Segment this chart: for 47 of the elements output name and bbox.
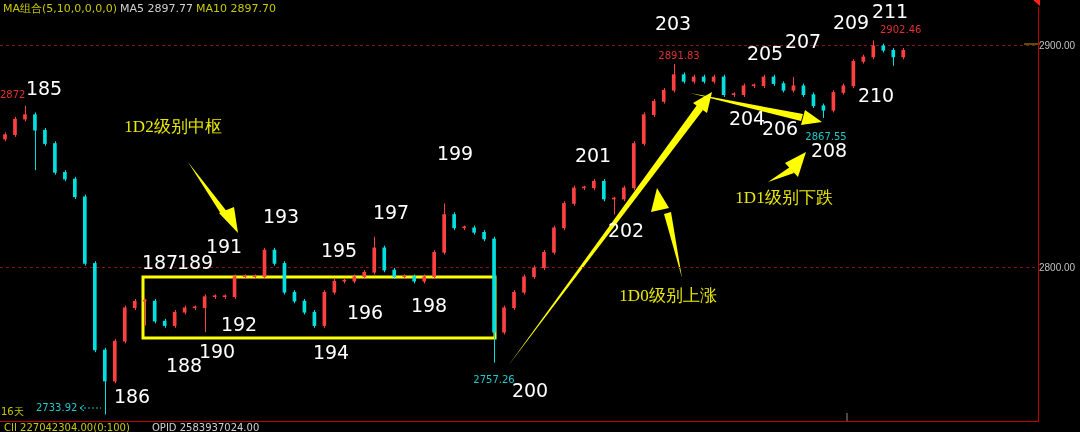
y-tick-label: 2900.00 (1039, 39, 1076, 51)
annotation: 1D1级别下跌 (735, 188, 833, 208)
candlestick (572, 185, 576, 207)
candlestick (671, 63, 676, 93)
annotation: MA组合(5,10,0,0,0,0) (3, 1, 118, 15)
annotation: 192 (220, 312, 258, 335)
candlestick (73, 176, 77, 200)
annotation: 202 (607, 218, 645, 241)
candlestick (33, 111, 37, 171)
candlestick (602, 178, 606, 202)
annotation: 186 (113, 384, 151, 407)
annotation: 16天 (1, 405, 24, 417)
annotation: 1D2级别中枢 (124, 117, 222, 137)
annotation: MA10 2897.70 (196, 1, 276, 15)
annotation: 2733.92 (36, 401, 78, 413)
annotation: 205 (746, 41, 784, 64)
candlestick (542, 249, 546, 271)
annotation: 201 (574, 143, 612, 166)
annotation: 2872 (0, 88, 26, 100)
annotation: 210 (857, 83, 895, 106)
annotation: 2891.83 (658, 49, 700, 61)
annotation: 203 (654, 11, 692, 34)
candlestick (13, 116, 17, 138)
annotation: 209 (832, 10, 870, 33)
annotation: 1D0级别上涨 (619, 286, 717, 306)
annotation: 196 (346, 300, 384, 323)
annotation: MA5 2897.77 (120, 1, 193, 15)
annotation: 207 (784, 29, 822, 52)
annotation: 197 (372, 200, 410, 223)
candlestick (512, 289, 516, 311)
annotation: 195 (320, 238, 358, 261)
annotation: 187 (141, 250, 179, 273)
annotation: 193 (262, 204, 300, 227)
candlestick (871, 39, 876, 60)
annotation: 199 (436, 141, 474, 164)
annotation: 194 (312, 340, 350, 363)
text: CII 227042304.00(0:100) (4, 421, 130, 432)
text: OPID 2583937024.00 (152, 421, 260, 432)
annotation: 198 (410, 293, 448, 316)
candlestick (522, 273, 526, 295)
annotation: 2902.46 (880, 23, 922, 35)
candlestick (152, 298, 157, 324)
annotation: 2867.55 (805, 131, 847, 143)
y-tick-label: 2800.00 (1039, 261, 1076, 273)
annotation: 185 (25, 76, 63, 99)
candlestick (382, 245, 387, 273)
annotation: 211 (871, 0, 909, 22)
